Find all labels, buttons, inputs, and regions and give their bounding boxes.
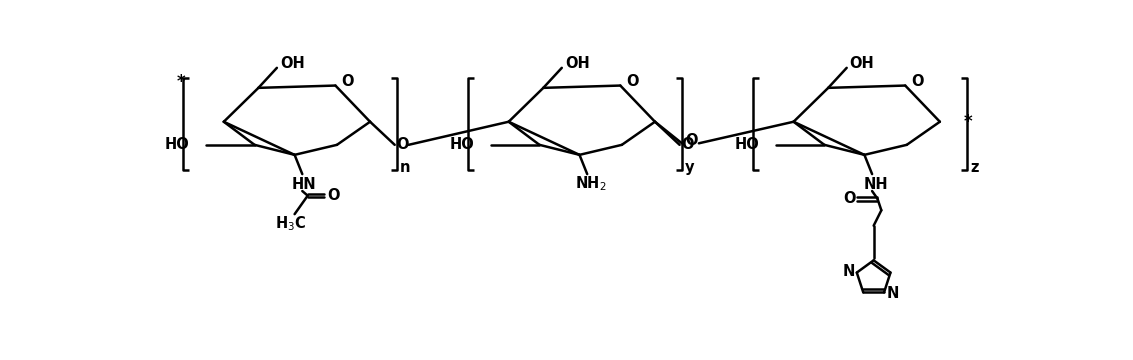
Text: *: *	[964, 113, 972, 131]
Text: O: O	[627, 74, 639, 89]
Text: O: O	[844, 191, 857, 206]
Text: O: O	[341, 74, 353, 89]
Text: N: N	[887, 287, 900, 301]
Text: OH: OH	[565, 57, 589, 72]
Text: NH$_2$: NH$_2$	[576, 175, 607, 193]
Text: NH: NH	[863, 177, 888, 192]
Text: HO: HO	[450, 137, 474, 152]
Text: O: O	[681, 137, 693, 152]
Text: z: z	[970, 161, 979, 175]
Text: N: N	[843, 264, 855, 279]
Text: OH: OH	[850, 57, 875, 72]
Text: HN: HN	[291, 177, 316, 192]
Text: HO: HO	[734, 137, 759, 152]
Text: O: O	[911, 74, 923, 89]
Text: O: O	[327, 188, 340, 203]
Text: O: O	[397, 137, 409, 152]
Text: y: y	[684, 161, 695, 175]
Text: H$_3$C: H$_3$C	[275, 215, 306, 234]
Text: OH: OH	[280, 57, 305, 72]
Text: O: O	[685, 134, 698, 148]
Text: n: n	[400, 161, 410, 175]
Text: HO: HO	[164, 137, 189, 152]
Text: *: *	[177, 73, 186, 91]
